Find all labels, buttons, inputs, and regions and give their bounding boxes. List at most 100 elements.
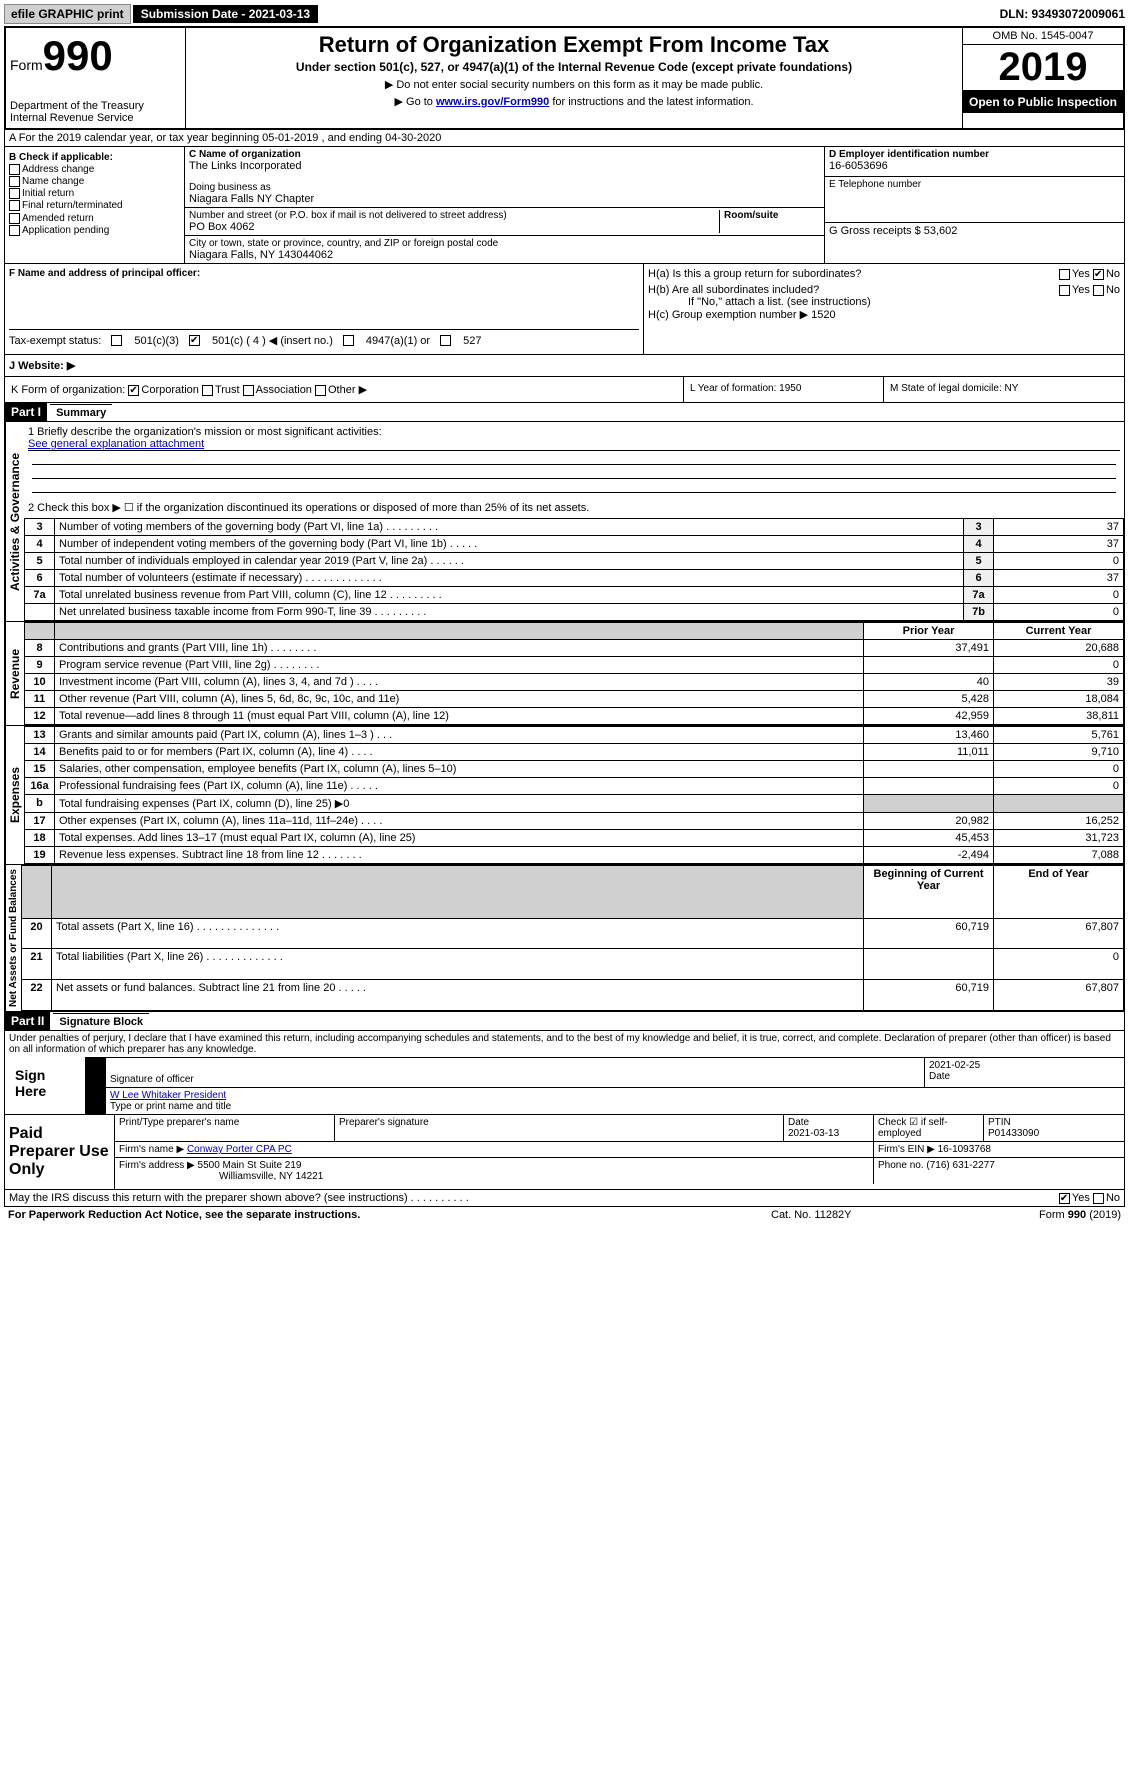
cb-527[interactable]: [440, 335, 451, 346]
cb-initial-return[interactable]: [9, 188, 20, 199]
cb-ha-yes[interactable]: [1059, 269, 1070, 280]
discuss-row: May the IRS discuss this return with the…: [4, 1190, 1125, 1207]
cb-application-pending[interactable]: [9, 225, 20, 236]
hb-subordinates: H(b) Are all subordinates included?: [648, 284, 1059, 296]
sig-date-value: 2021-02-25: [929, 1060, 1120, 1071]
governance-table: 3Number of voting members of the governi…: [24, 518, 1124, 621]
paid-preparer-block: Paid Preparer Use Only Print/Type prepar…: [4, 1115, 1125, 1190]
sig-date-label: Date: [929, 1071, 950, 1082]
form-number: Form990: [10, 32, 181, 80]
firm-name[interactable]: Conway Porter CPA PC: [187, 1144, 292, 1155]
ein-value: 16-6053696: [829, 160, 1120, 172]
phone-label: E Telephone number: [829, 179, 1120, 190]
org-name-label: C Name of organization: [189, 149, 820, 160]
submission-date: Submission Date - 2021-03-13: [133, 5, 318, 23]
efile-button[interactable]: efile GRAPHIC print: [4, 4, 131, 24]
discuss-text: May the IRS discuss this return with the…: [9, 1192, 1059, 1204]
principal-officer-label: F Name and address of principal officer:: [9, 268, 639, 279]
street-address: PO Box 4062: [189, 221, 715, 233]
cat-number: Cat. No. 11282Y: [771, 1209, 971, 1221]
cb-discuss-yes[interactable]: [1059, 1193, 1070, 1204]
omb-number: OMB No. 1545-0047: [963, 28, 1123, 45]
main-info-block: B Check if applicable: Address change Na…: [4, 147, 1125, 264]
revenue-table: Prior YearCurrent Year8Contributions and…: [24, 622, 1124, 725]
summary-expenses: Expenses 13Grants and similar amounts pa…: [4, 726, 1125, 865]
k-row: K Form of organization: Corporation Trus…: [4, 377, 1125, 403]
summary-revenue: Revenue Prior YearCurrent Year8Contribut…: [4, 622, 1125, 726]
form-subtitle: Under section 501(c), 527, or 4947(a)(1)…: [190, 60, 958, 74]
hb-note: If "No," attach a list. (see instruction…: [648, 296, 1120, 308]
sig-officer-label: Signature of officer: [110, 1074, 194, 1085]
ha-group-return: H(a) Is this a group return for subordin…: [648, 268, 1059, 280]
column-c: C Name of organization The Links Incorpo…: [185, 147, 824, 263]
website-row: J Website: ▶: [4, 355, 1125, 377]
cb-trust[interactable]: [202, 385, 213, 396]
form-of-org-label: K Form of organization:: [11, 384, 125, 396]
cb-final-return[interactable]: [9, 200, 20, 211]
firm-addr1: 5500 Main St Suite 219: [198, 1160, 302, 1171]
vlabel-governance: Activities & Governance: [5, 422, 24, 621]
cb-other[interactable]: [315, 385, 326, 396]
cb-address-change[interactable]: [9, 164, 20, 175]
part1-header: Part I: [5, 403, 47, 421]
cb-name-change[interactable]: [9, 176, 20, 187]
cb-amended[interactable]: [9, 213, 20, 224]
netassets-table: Beginning of Current YearEnd of Year20To…: [21, 865, 1124, 1011]
firm-ein-label: Firm's EIN ▶: [878, 1144, 935, 1155]
vlabel-expenses: Expenses: [5, 726, 24, 864]
principal-officer-row: F Name and address of principal officer:…: [4, 264, 1125, 355]
cb-association[interactable]: [243, 385, 254, 396]
summary-governance: Activities & Governance 1 Briefly descri…: [4, 422, 1125, 622]
gross-receipts: G Gross receipts $ 53,602: [829, 225, 1120, 237]
tax-status-label: Tax-exempt status:: [9, 335, 101, 347]
signature-block: Under penalties of perjury, I declare th…: [4, 1031, 1125, 1115]
firm-name-label: Firm's name ▶: [119, 1144, 184, 1155]
cb-discuss-no[interactable]: [1093, 1193, 1104, 1204]
footer: For Paperwork Reduction Act Notice, see …: [4, 1207, 1125, 1223]
vlabel-revenue: Revenue: [5, 622, 24, 725]
part1-title: Summary: [50, 404, 112, 421]
city-state-zip: Niagara Falls, NY 143044062: [189, 249, 820, 261]
addr-label: Number and street (or P.O. box if mail i…: [189, 210, 715, 221]
firm-phone-label: Phone no.: [878, 1160, 924, 1171]
firm-addr-label: Firm's address ▶: [119, 1160, 195, 1171]
dln: DLN: 93493072009061: [1000, 7, 1125, 21]
cb-501c3[interactable]: [111, 335, 122, 346]
mission-text[interactable]: See general explanation attachment: [28, 438, 1120, 451]
ein-label: D Employer identification number: [829, 149, 1120, 160]
irs-link[interactable]: www.irs.gov/Form990: [436, 96, 549, 108]
line2-checkbox-text: 2 Check this box ▶ ☐ if the organization…: [24, 497, 1124, 518]
tax-year: 2019: [963, 45, 1123, 91]
prep-sig-label: Preparer's signature: [335, 1115, 784, 1141]
top-bar: efile GRAPHIC print Submission Date - 20…: [4, 4, 1125, 24]
sign-here-label: Sign Here: [5, 1057, 85, 1114]
form-version: Form 990 (2019): [971, 1209, 1121, 1221]
state-domicile: M State of legal domicile: NY: [884, 377, 1124, 402]
prep-date-value: 2021-03-13: [788, 1128, 839, 1139]
name-title-label: Type or print name and title: [110, 1101, 231, 1112]
dba-name: Niagara Falls NY Chapter: [189, 193, 820, 205]
form-title: Return of Organization Exempt From Incom…: [190, 32, 958, 58]
form-header: Form990 Department of the TreasuryIntern…: [4, 26, 1125, 130]
prep-date-label: Date: [788, 1117, 809, 1128]
cb-hb-no[interactable]: [1093, 285, 1104, 296]
org-name: The Links Incorporated: [189, 160, 820, 172]
part2-title: Signature Block: [53, 1013, 149, 1030]
self-employed-check: Check ☑ if self-employed: [874, 1115, 984, 1141]
cb-ha-no[interactable]: [1093, 269, 1104, 280]
section-a: A For the 2019 calendar year, or tax yea…: [4, 130, 1125, 147]
ptin-value: P01433090: [988, 1128, 1039, 1139]
perjury-statement: Under penalties of perjury, I declare th…: [5, 1031, 1124, 1057]
vlabel-netassets: Net Assets or Fund Balances: [5, 865, 21, 1011]
cb-501c[interactable]: [189, 335, 200, 346]
cb-4947[interactable]: [343, 335, 354, 346]
cb-hb-yes[interactable]: [1059, 285, 1070, 296]
paperwork-notice: For Paperwork Reduction Act Notice, see …: [8, 1209, 771, 1221]
check-if-applicable: B Check if applicable:: [9, 152, 180, 163]
note-ssn: Do not enter social security numbers on …: [190, 78, 958, 91]
dept-treasury: Department of the TreasuryInternal Reven…: [10, 100, 181, 124]
note-link: Go to www.irs.gov/Form990 for instructio…: [190, 95, 958, 108]
officer-name-title[interactable]: W Lee Whitaker President: [110, 1090, 1120, 1101]
column-b: B Check if applicable: Address change Na…: [5, 147, 185, 263]
cb-corporation[interactable]: [128, 385, 139, 396]
